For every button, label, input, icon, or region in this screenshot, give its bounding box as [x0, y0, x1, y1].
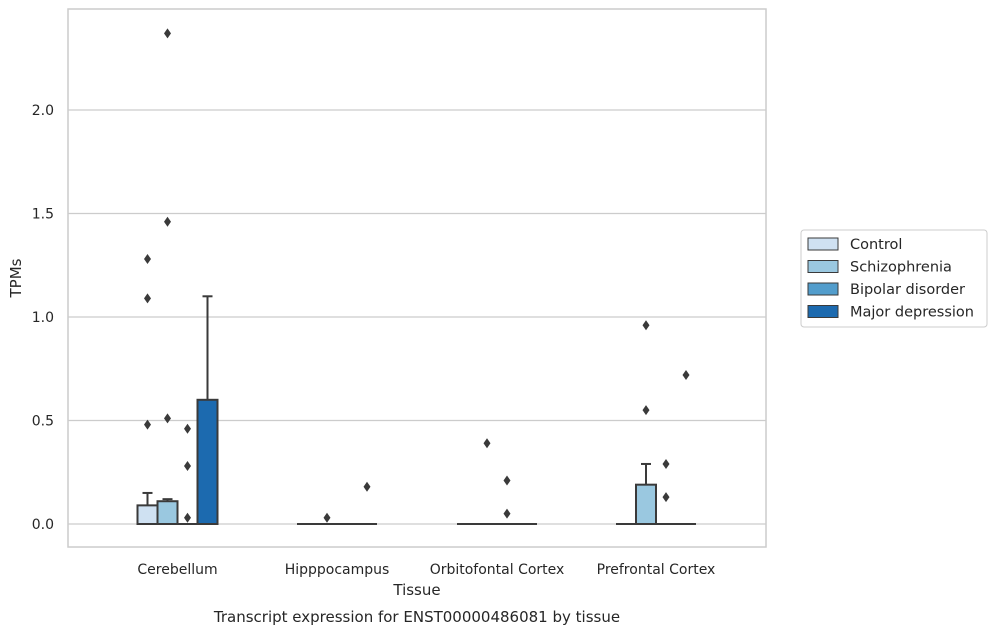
outlier-point [503, 475, 511, 486]
legend-swatch [807, 237, 839, 251]
box-bipolar-disorder-3 [656, 458, 676, 525]
box-body [136, 504, 159, 525]
x-tick-label: Orbitofontal Cortex [430, 562, 565, 578]
box-schizophrenia-1 [317, 512, 337, 525]
outlier-point [662, 492, 670, 503]
box-major-depression-3 [676, 369, 696, 525]
outlier-point [682, 369, 690, 380]
outlier-point [184, 461, 191, 472]
outlier-point [164, 413, 171, 424]
y-tick-label: 0.0 [32, 517, 54, 533]
legend-frame [800, 229, 988, 328]
outlier-point [144, 293, 151, 304]
legend-label: Major depression [850, 305, 974, 321]
outlier-point [144, 419, 151, 430]
outlier-point [503, 508, 511, 519]
x-axis-label: Tissue [392, 581, 440, 599]
legend: Control Schizophrenia Bipolar disorder Majo… [800, 229, 988, 328]
y-tick-labels: 0.0 0.5 1.0 1.5 2.0 [32, 103, 54, 533]
outlier-point [184, 512, 191, 523]
box-bipolar-disorder-2 [497, 475, 517, 525]
outlier-point [483, 438, 491, 449]
box-body [196, 398, 219, 525]
legend-swatch [807, 305, 839, 318]
outlier-point [642, 405, 650, 416]
legend-swatch [807, 282, 839, 296]
outlier-point [323, 512, 331, 523]
legend-label: Schizophrenia [850, 260, 952, 276]
chart-marks [136, 28, 696, 526]
y-tick-label: 2.0 [32, 103, 54, 119]
box-schizophrenia-2 [477, 438, 497, 525]
y-axis-label: TPMs [7, 258, 25, 298]
y-tick-label: 0.5 [32, 414, 54, 430]
box-schizophrenia-3 [635, 320, 657, 526]
outlier-point [662, 458, 670, 469]
legend-label: Bipolar disorder [850, 282, 965, 298]
x-tick-label: Prefrontal Cortex [597, 562, 716, 578]
box-control-0 [136, 254, 159, 525]
legend-items: Control Schizophrenia Bipolar disorder Majo… [807, 237, 974, 321]
x-tick-labels: Cerebellum Hipppocampus Orbitofontal Corte… [137, 562, 715, 578]
x-tick-label: Hipppocampus [285, 562, 390, 578]
outlier-point [164, 28, 171, 39]
chart-caption: Transcript expression for ENST0000048608… [213, 608, 620, 626]
legend-swatch [807, 260, 839, 273]
plot-background [68, 9, 766, 547]
y-tick-label: 1.0 [32, 310, 54, 326]
outlier-point [363, 481, 371, 492]
box-body [635, 483, 657, 526]
outlier-point [642, 320, 650, 331]
outlier-point [184, 423, 191, 434]
y-tick-label: 1.5 [32, 207, 54, 223]
outlier-point [144, 254, 151, 265]
box-schizophrenia-0 [156, 28, 179, 526]
box-major-depression-0 [196, 295, 219, 525]
legend-label: Control [850, 237, 902, 253]
box-bipolar-disorder-0 [177, 423, 198, 525]
x-tick-label: Cerebellum [137, 562, 217, 578]
box-major-depression-1 [357, 481, 377, 525]
outlier-point [164, 216, 171, 227]
box-body [156, 500, 179, 526]
plot-frame [67, 8, 767, 548]
